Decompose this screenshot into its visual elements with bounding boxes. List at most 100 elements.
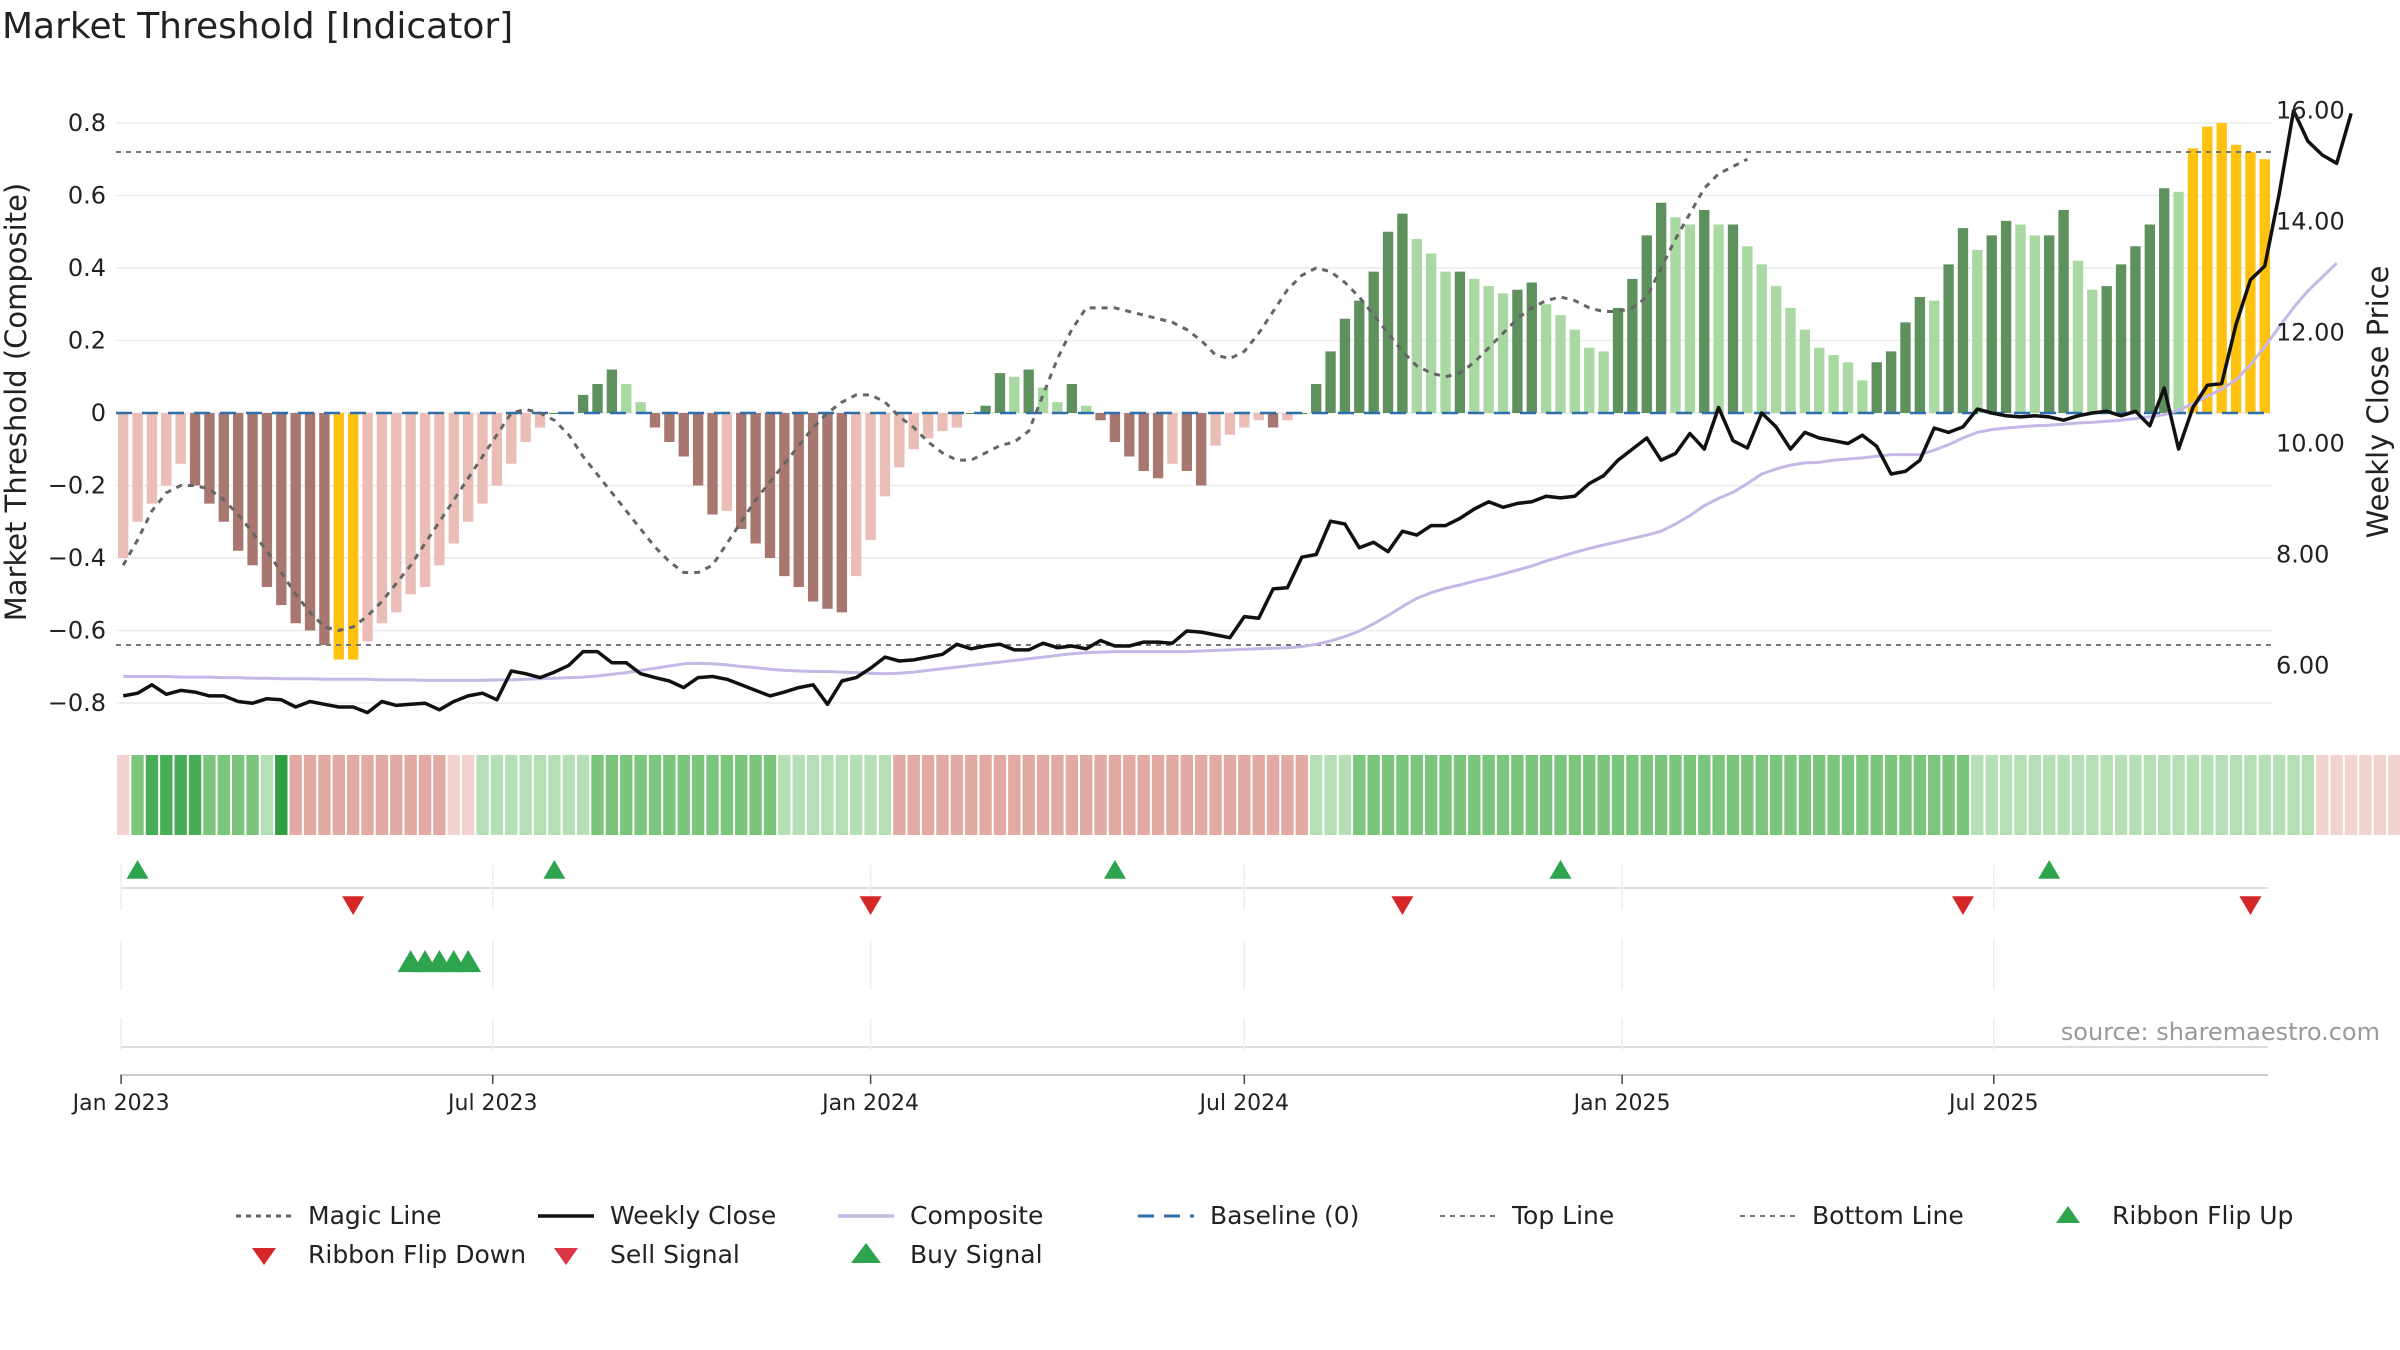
composite-bar [534, 413, 546, 428]
ribbon-cell [2373, 755, 2386, 835]
ribbon-cell [1338, 755, 1352, 835]
ribbon-cell [1252, 755, 1265, 835]
composite-bars [118, 123, 2270, 660]
ribbon-cell [850, 755, 863, 835]
ribbon-cell [418, 755, 432, 835]
legend-label: Ribbon Flip Up [2112, 1201, 2293, 1230]
ribbon-flip-down-marker [859, 896, 882, 915]
composite-bar [721, 413, 733, 511]
ribbon-cell [2387, 755, 2400, 835]
legend-item: Ribbon Flip Up [2056, 1201, 2293, 1230]
composite-bar [1425, 253, 1437, 413]
legend-label: Top Line [1511, 1201, 1614, 1230]
composite-bar [132, 413, 143, 522]
ribbon-cell [519, 755, 532, 835]
ribbon-cell [275, 755, 288, 835]
composite-bar [1052, 402, 1063, 413]
buy-signal-marker [455, 950, 482, 973]
composite-bar [1124, 413, 1135, 457]
ribbon-cell [1884, 755, 1898, 835]
ribbon-cell [1712, 755, 1725, 835]
ribbon-cell [174, 755, 187, 835]
ribbon-cell [821, 755, 834, 835]
legend-item: Bottom Line [1740, 1201, 1964, 1230]
ribbon-cell [2172, 755, 2185, 835]
composite-bar [2230, 144, 2242, 413]
ribbon-cell [2057, 755, 2070, 835]
ribbon-cell [936, 755, 949, 835]
ribbon-cell [1654, 755, 1668, 835]
composite-bar [951, 413, 963, 428]
x-tick-label: Jul 2025 [1947, 1091, 2039, 1116]
ribbon-cell [1238, 755, 1251, 835]
ribbon-flip-down-marker [342, 896, 365, 915]
ribbon-cell [1640, 755, 1653, 835]
ribbon-cell [735, 755, 748, 835]
ribbon-cell [2143, 755, 2157, 835]
ribbon-cell [878, 755, 892, 835]
composite-bar [793, 413, 804, 587]
composite-bar [319, 413, 330, 645]
composite-bar [649, 413, 661, 428]
composite-bar [2000, 220, 2012, 413]
ribbon-cell [2359, 755, 2372, 835]
ribbon-cell [562, 755, 575, 835]
ribbon-cell [792, 755, 805, 835]
ribbon-cell [2215, 755, 2228, 835]
ribbon-cell [1999, 755, 2013, 835]
composite-bar [304, 413, 316, 631]
composite-bar [1670, 217, 1681, 413]
ribbon-cell [2229, 755, 2243, 835]
legend-item: Ribbon Flip Down [252, 1240, 526, 1269]
ribbon-cell [2014, 755, 2027, 835]
composite-bar [376, 413, 388, 624]
composite-bar [1742, 246, 1753, 413]
composite-bar [2216, 123, 2227, 413]
composite-bar [1900, 322, 1911, 413]
composite-bar [146, 413, 158, 504]
composite-bar [391, 413, 402, 613]
ribbon-cell [663, 755, 676, 835]
composite-bar [1239, 413, 1250, 428]
ribbon-cell [1367, 755, 1380, 835]
legend-label: Composite [910, 1201, 1043, 1230]
x-tick-label: Jan 2023 [71, 1091, 170, 1116]
legend-item: Magic Line [236, 1201, 442, 1230]
composite-bar [1885, 351, 1897, 413]
ribbon-cell [591, 755, 604, 835]
composite-bar [2130, 246, 2141, 413]
ribbon-cell [203, 755, 216, 835]
ribbon-cell [1295, 755, 1308, 835]
composite-bar [678, 413, 689, 457]
composite-bar [1282, 413, 1293, 421]
legend-item: Baseline (0) [1138, 1201, 1359, 1230]
x-tick-label: Jan 2024 [820, 1091, 919, 1116]
ribbon-cell [1813, 755, 1826, 835]
ribbon-cell [1554, 755, 1567, 835]
ribbon-cell [318, 755, 331, 835]
composite-bar [2101, 286, 2112, 413]
ribbon-cell [2028, 755, 2042, 835]
legend-swatch [554, 1248, 578, 1265]
composite-bar [362, 413, 373, 642]
composite-bar [462, 413, 474, 522]
ribbon-cell [2273, 755, 2286, 835]
composite-bar [1555, 315, 1566, 413]
ribbon-cell [375, 755, 389, 835]
composite-bar [937, 413, 948, 432]
composite-bar [621, 384, 632, 413]
ribbon-cell [160, 755, 173, 835]
legend-item: Buy Signal [851, 1240, 1043, 1269]
weekly-close-line [122, 108, 2353, 715]
ribbon-cell [404, 755, 417, 835]
ribbon-cell [950, 755, 964, 835]
composite-bar [1368, 271, 1379, 413]
x-tick-label: Jul 2024 [1198, 1091, 1290, 1116]
composite-bar [1655, 202, 1667, 413]
composite-bar [592, 384, 603, 413]
composite-bar [1181, 413, 1192, 471]
ribbon-cell [907, 755, 920, 835]
ribbon-cell [548, 755, 561, 835]
ribbon-cell [1741, 755, 1754, 835]
composite-bar [1814, 347, 1825, 413]
